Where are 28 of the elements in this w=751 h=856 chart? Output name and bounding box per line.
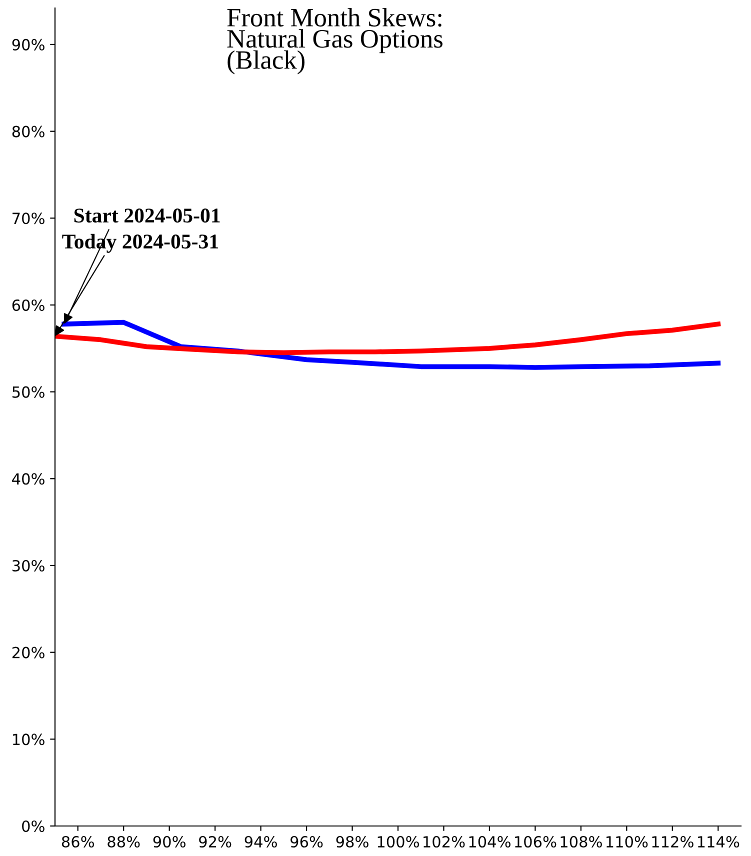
x-tick-label: 100% [378, 836, 419, 848]
y-tick-label: 30% [12, 560, 44, 572]
x-tick-label: 108% [560, 836, 602, 848]
x-tick-label: 102% [424, 836, 465, 848]
text: Front Month Skews: Natural Gas Options (Black) [227, 8, 442, 74]
x-tick-label: 104% [469, 836, 510, 848]
x-tick-label: 96% [290, 836, 323, 848]
y-tick-label: 60% [12, 299, 44, 311]
x-tick-label: 112% [652, 836, 694, 848]
x-tick-label: 90% [153, 836, 186, 848]
y-tick-label: 90% [12, 38, 44, 50]
y-tick-label: 20% [12, 646, 44, 658]
y-tick-label: 50% [12, 386, 44, 398]
x-tick-label: 106% [515, 836, 556, 848]
y-tick-label: 10% [13, 734, 44, 746]
x-tick-label: 88% [108, 836, 140, 848]
x-tick-label: 110% [606, 836, 648, 848]
x-tick-label: 86% [62, 836, 94, 848]
y-tick-label: 80% [12, 126, 44, 138]
x-tick-label: 92% [199, 836, 232, 848]
y-tick-label: 0% [22, 820, 44, 832]
line-series [55, 322, 721, 356]
x-tick-label: 98% [336, 836, 368, 848]
y-tick-label: 40% [12, 473, 44, 485]
x-tick-label: 114% [698, 836, 740, 848]
y-tick-label: 70% [12, 212, 44, 224]
annotation: Start 2024-05-01 [74, 208, 220, 223]
x-tick-label: 94% [244, 836, 277, 848]
